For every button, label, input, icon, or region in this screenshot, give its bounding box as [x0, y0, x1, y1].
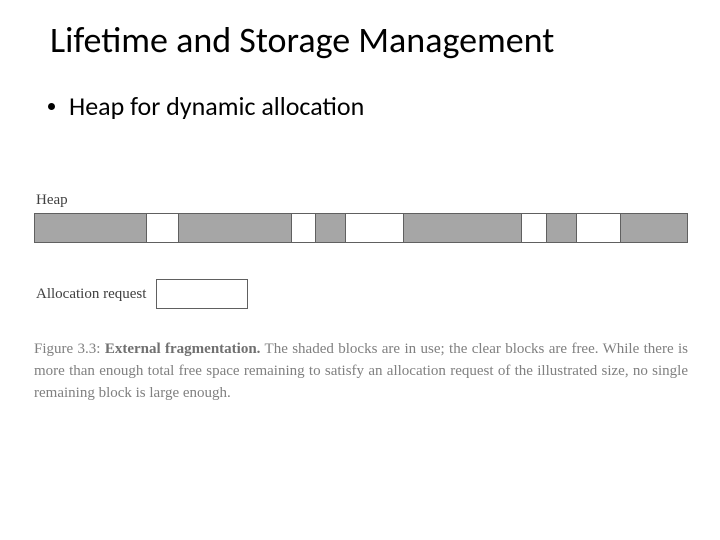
heap-block-free [522, 214, 548, 242]
heap-block-used [316, 214, 346, 242]
bullet-item: Heap for dynamic allocation [48, 90, 690, 122]
heap-block-used [35, 214, 147, 242]
heap-block-free [577, 214, 621, 242]
allocation-request-row: Allocation request [36, 279, 686, 309]
slide: Lifetime and Storage Management Heap for… [0, 0, 720, 540]
allocation-box [156, 279, 248, 309]
heap-bar [34, 213, 688, 243]
heap-block-used [179, 214, 293, 242]
heap-block-free [292, 214, 316, 242]
allocation-label: Allocation request [36, 286, 146, 303]
heap-block-free [147, 214, 179, 242]
heap-block-used [547, 214, 577, 242]
heap-block-used [621, 214, 687, 242]
bullet-dot-icon [48, 103, 55, 110]
heap-block-free [346, 214, 404, 242]
figure-number: Figure 3.3: [34, 341, 100, 357]
page-title: Lifetime and Storage Management [50, 18, 690, 62]
figure-title: External fragmentation. [105, 341, 261, 357]
figure: Heap Allocation request Figure 3.3: Exte… [34, 192, 686, 404]
figure-caption: Figure 3.3: External fragmentation. The … [34, 339, 688, 404]
heap-block-used [404, 214, 522, 242]
bullet-text: Heap for dynamic allocation [69, 90, 364, 122]
heap-label: Heap [36, 192, 686, 209]
